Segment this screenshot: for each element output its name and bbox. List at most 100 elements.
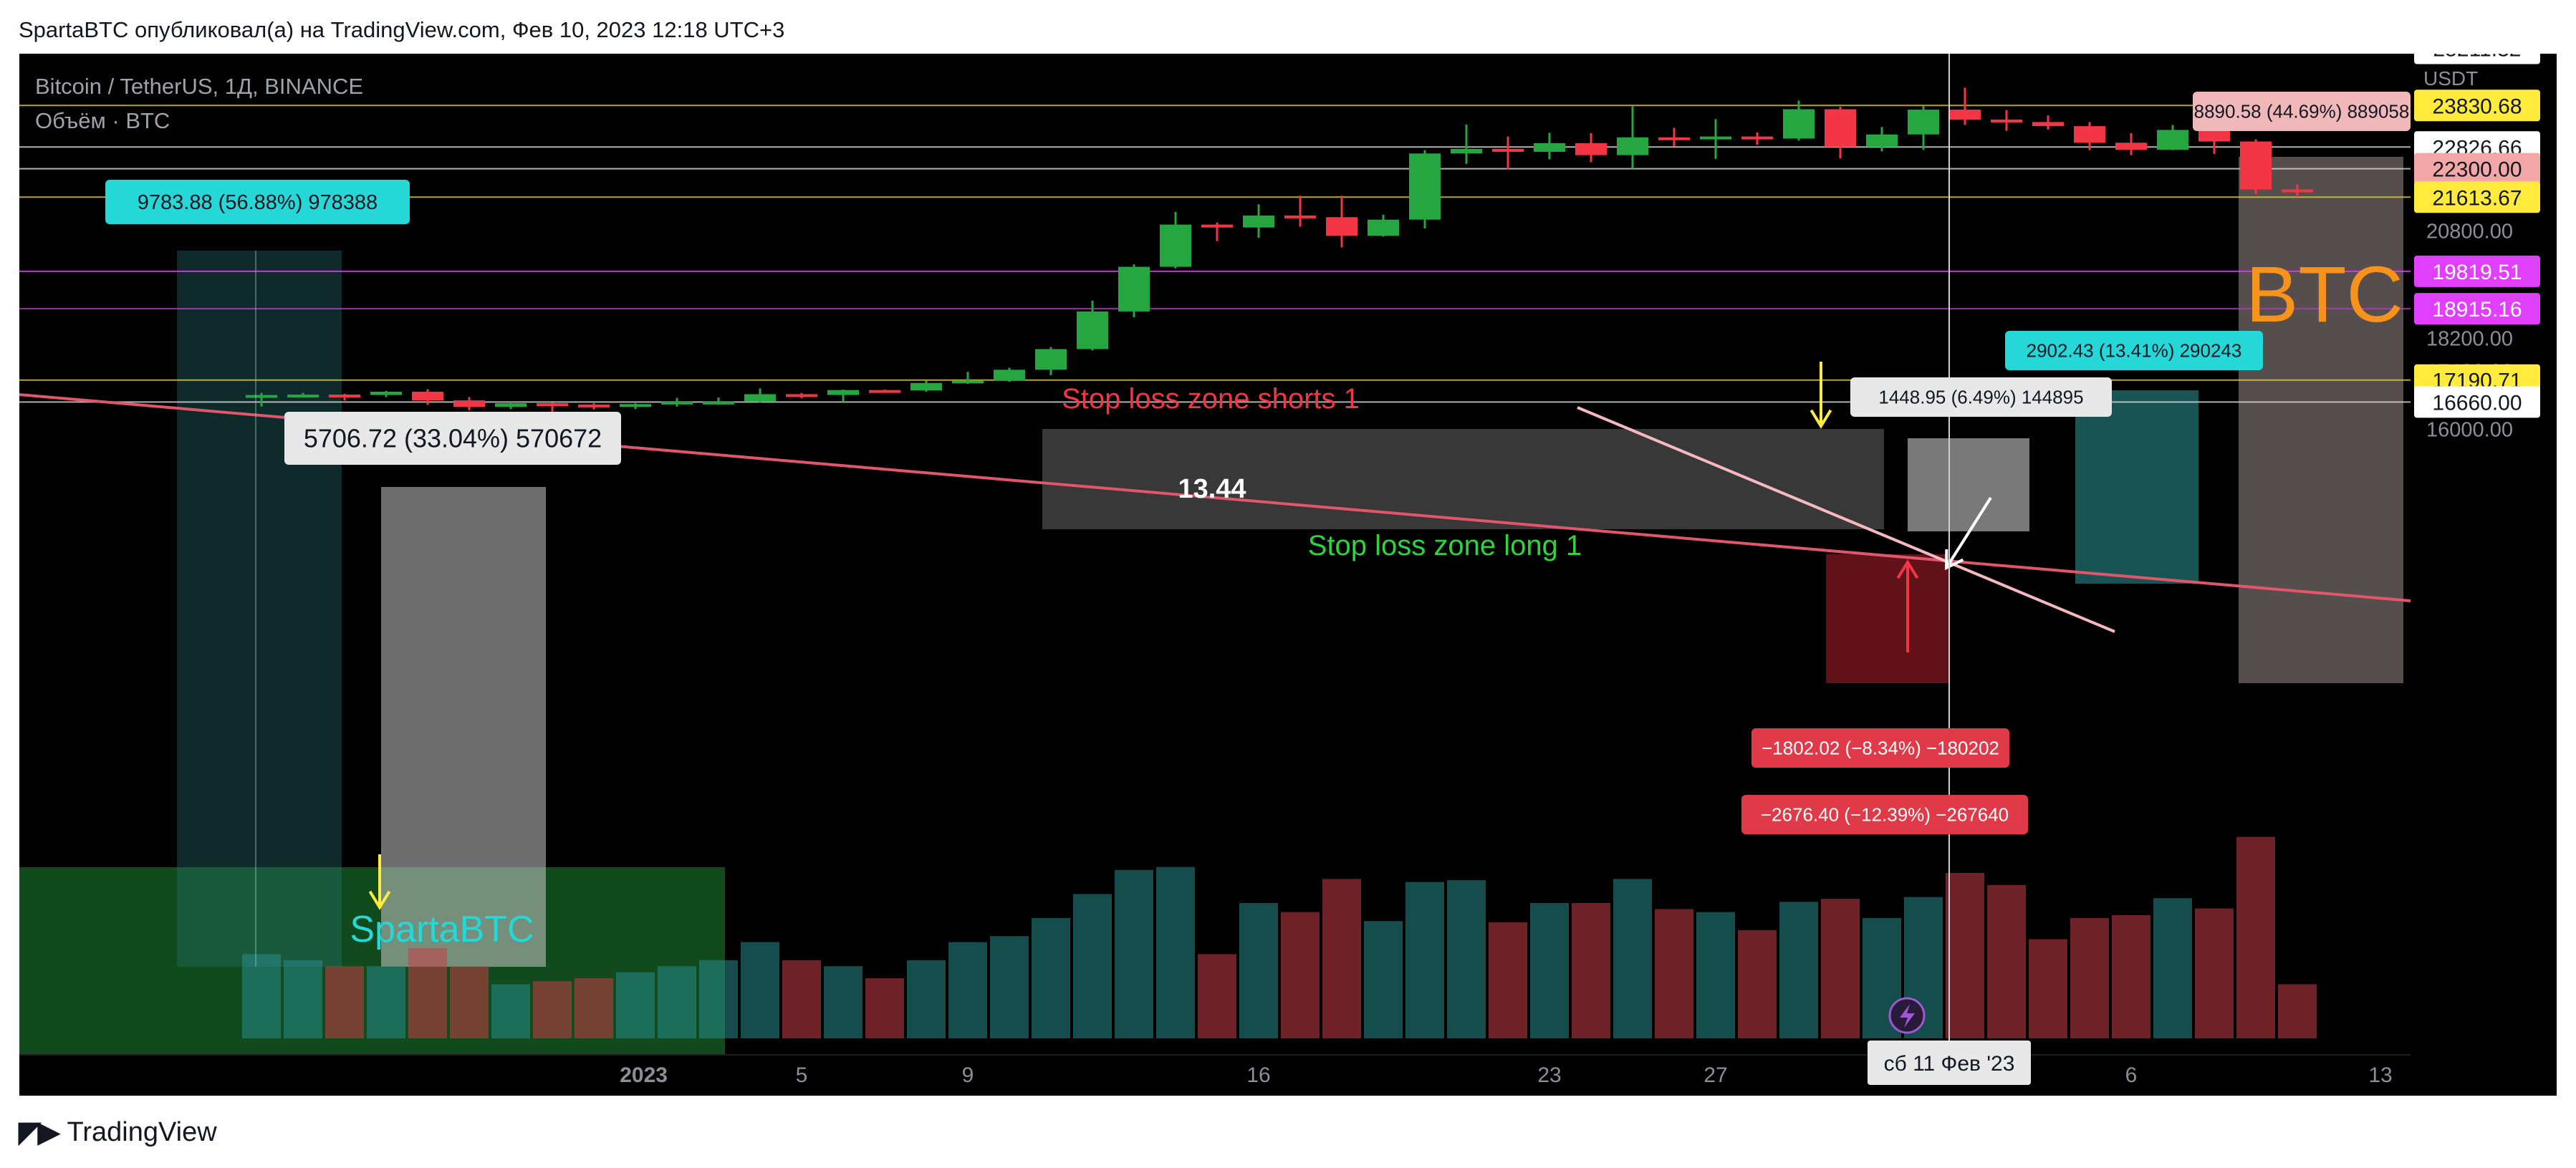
price-chart[interactable]: Stop loss zone shorts 1 Stop loss zone lo… bbox=[19, 54, 2557, 1096]
candle-body[interactable] bbox=[1700, 136, 1731, 140]
volume-title[interactable]: Объём · BTC bbox=[35, 108, 170, 133]
volume-bar bbox=[2029, 939, 2067, 1038]
candle-body[interactable] bbox=[2032, 122, 2064, 127]
price-level-tag[interactable]: 25211.32 bbox=[2433, 54, 2522, 62]
price-level-tag[interactable]: 21613.67 bbox=[2432, 186, 2522, 210]
candle-body[interactable] bbox=[287, 394, 319, 397]
tradingview-footer[interactable]: ◤▶ TradingView bbox=[19, 1109, 217, 1156]
price-level-tag[interactable]: 16660.00 bbox=[2432, 391, 2522, 415]
candle-body[interactable] bbox=[703, 401, 734, 405]
candle-body[interactable] bbox=[246, 395, 277, 398]
volume-bar bbox=[575, 978, 613, 1038]
candle-body[interactable] bbox=[1617, 137, 1648, 155]
symbol-title[interactable]: Bitcoin / TetherUS, 1Д, BINANCE bbox=[35, 74, 364, 99]
candle-body[interactable] bbox=[827, 390, 859, 395]
volume-bar bbox=[1032, 918, 1070, 1038]
candle-body[interactable] bbox=[537, 403, 568, 407]
volume-bar bbox=[1115, 869, 1153, 1038]
candle-body[interactable] bbox=[1658, 137, 1690, 140]
yellow-arrow-down-1-head bbox=[368, 890, 391, 910]
volume-bar bbox=[1738, 930, 1777, 1038]
price-level-tag-bg bbox=[2414, 153, 2540, 185]
candle-body[interactable] bbox=[1783, 109, 1815, 139]
candle-body[interactable] bbox=[1949, 110, 1981, 120]
price-level-tag[interactable]: 19819.51 bbox=[2432, 261, 2522, 284]
price-level-tag[interactable]: 23830.68 bbox=[2432, 95, 2522, 118]
chart-frame[interactable]: Stop loss zone shorts 1 Stop loss zone lo… bbox=[19, 54, 2557, 1096]
measure-label-4[interactable]: 2902.43 (13.41%) 290243 bbox=[2027, 340, 2242, 362]
candle-body[interactable] bbox=[1243, 215, 1274, 228]
measure-label-5[interactable]: 8890.58 (44.69%) 889058 bbox=[2194, 101, 2410, 122]
author-watermark: SpartaBTC bbox=[350, 909, 534, 950]
candle-body[interactable] bbox=[453, 400, 485, 407]
volume-bar bbox=[2236, 836, 2275, 1038]
candle-body[interactable] bbox=[1118, 266, 1150, 312]
measure-label-2[interactable]: 5706.72 (33.04%) 570672 bbox=[304, 424, 602, 453]
candle-body[interactable] bbox=[952, 380, 984, 384]
candle-body[interactable] bbox=[1451, 148, 1482, 154]
measure-label-6[interactable]: −1802.02 (−8.34%) −180202 bbox=[1762, 738, 1999, 759]
candle-body[interactable] bbox=[412, 391, 443, 401]
candle-body[interactable] bbox=[994, 370, 1025, 381]
candle-body[interactable] bbox=[578, 404, 610, 407]
candle-body[interactable] bbox=[1866, 134, 1898, 148]
candle-body[interactable] bbox=[869, 390, 900, 393]
measure-label-4-bg bbox=[2005, 331, 2263, 370]
volume-bar bbox=[450, 966, 489, 1038]
trend-line-pink[interactable] bbox=[1577, 406, 2115, 633]
candle-body[interactable] bbox=[1534, 143, 1565, 152]
candle-body[interactable] bbox=[744, 394, 776, 402]
candle-body[interactable] bbox=[2198, 130, 2230, 142]
candle-body[interactable] bbox=[2115, 143, 2147, 150]
candle-body[interactable] bbox=[661, 401, 693, 405]
volume-bar bbox=[990, 936, 1029, 1038]
candle-body[interactable] bbox=[1077, 311, 1108, 349]
price-level-tag[interactable]: 18915.16 bbox=[2432, 298, 2522, 322]
candle-body[interactable] bbox=[2157, 130, 2188, 150]
price-level-tag-bg bbox=[2414, 386, 2540, 418]
volume-bar bbox=[284, 960, 322, 1038]
measure-label-7[interactable]: −2676.40 (−12.39%) −267640 bbox=[1761, 804, 2009, 826]
measure-label-1-bg bbox=[105, 180, 410, 224]
candle-body[interactable] bbox=[329, 394, 360, 397]
candle-body[interactable] bbox=[1409, 153, 1441, 220]
candle-body[interactable] bbox=[1991, 119, 2022, 122]
price-axis-bg bbox=[2411, 54, 2557, 1055]
white-arrow-head bbox=[1944, 549, 1964, 571]
candle-body[interactable] bbox=[1575, 143, 1607, 155]
volume-bar bbox=[1405, 882, 1444, 1038]
candle-body[interactable] bbox=[1326, 217, 1357, 236]
candle-body[interactable] bbox=[1825, 109, 1856, 148]
volume-bar bbox=[1198, 954, 1236, 1038]
candle-body[interactable] bbox=[1284, 215, 1316, 218]
candle-body[interactable] bbox=[2240, 141, 2272, 190]
stop-loss-long-label: Stop loss zone long 1 bbox=[1308, 530, 1582, 561]
crosshair-date-tag[interactable]: сб 11 Фев '23 bbox=[1884, 1052, 2015, 1076]
time-tick: 6 bbox=[2125, 1063, 2138, 1087]
price-tick: 20800.00 bbox=[2426, 220, 2513, 243]
measure-label-1[interactable]: 9783.88 (56.88%) 978388 bbox=[138, 191, 378, 214]
candle-body[interactable] bbox=[620, 404, 651, 407]
volume-bar bbox=[1696, 912, 1735, 1038]
time-tick: 9 bbox=[962, 1063, 974, 1087]
volume-bar bbox=[408, 948, 447, 1038]
candle-body[interactable] bbox=[1160, 224, 1191, 267]
volume-bar bbox=[491, 984, 530, 1038]
candle-body[interactable] bbox=[2282, 189, 2313, 193]
candle-body[interactable] bbox=[495, 403, 527, 407]
candle-body[interactable] bbox=[1492, 148, 1524, 152]
candle-body[interactable] bbox=[1908, 110, 1939, 135]
measure-label-3[interactable]: 1448.95 (6.49%) 144895 bbox=[1878, 387, 2083, 408]
candle-body[interactable] bbox=[786, 394, 817, 397]
price-level-tag[interactable]: 22300.00 bbox=[2432, 158, 2522, 182]
candle-body[interactable] bbox=[1035, 349, 1067, 370]
candle-body[interactable] bbox=[1201, 224, 1233, 228]
candle-body[interactable] bbox=[1368, 219, 1399, 236]
candle-body[interactable] bbox=[370, 391, 402, 395]
crosshair-date-tag-bg bbox=[1868, 1041, 2031, 1085]
measure-label-5-bg bbox=[2193, 92, 2411, 131]
candle-body[interactable] bbox=[910, 382, 942, 391]
measure-box-brown bbox=[2239, 157, 2403, 683]
candle-body[interactable] bbox=[1741, 136, 1773, 140]
candle-body[interactable] bbox=[2074, 126, 2105, 143]
